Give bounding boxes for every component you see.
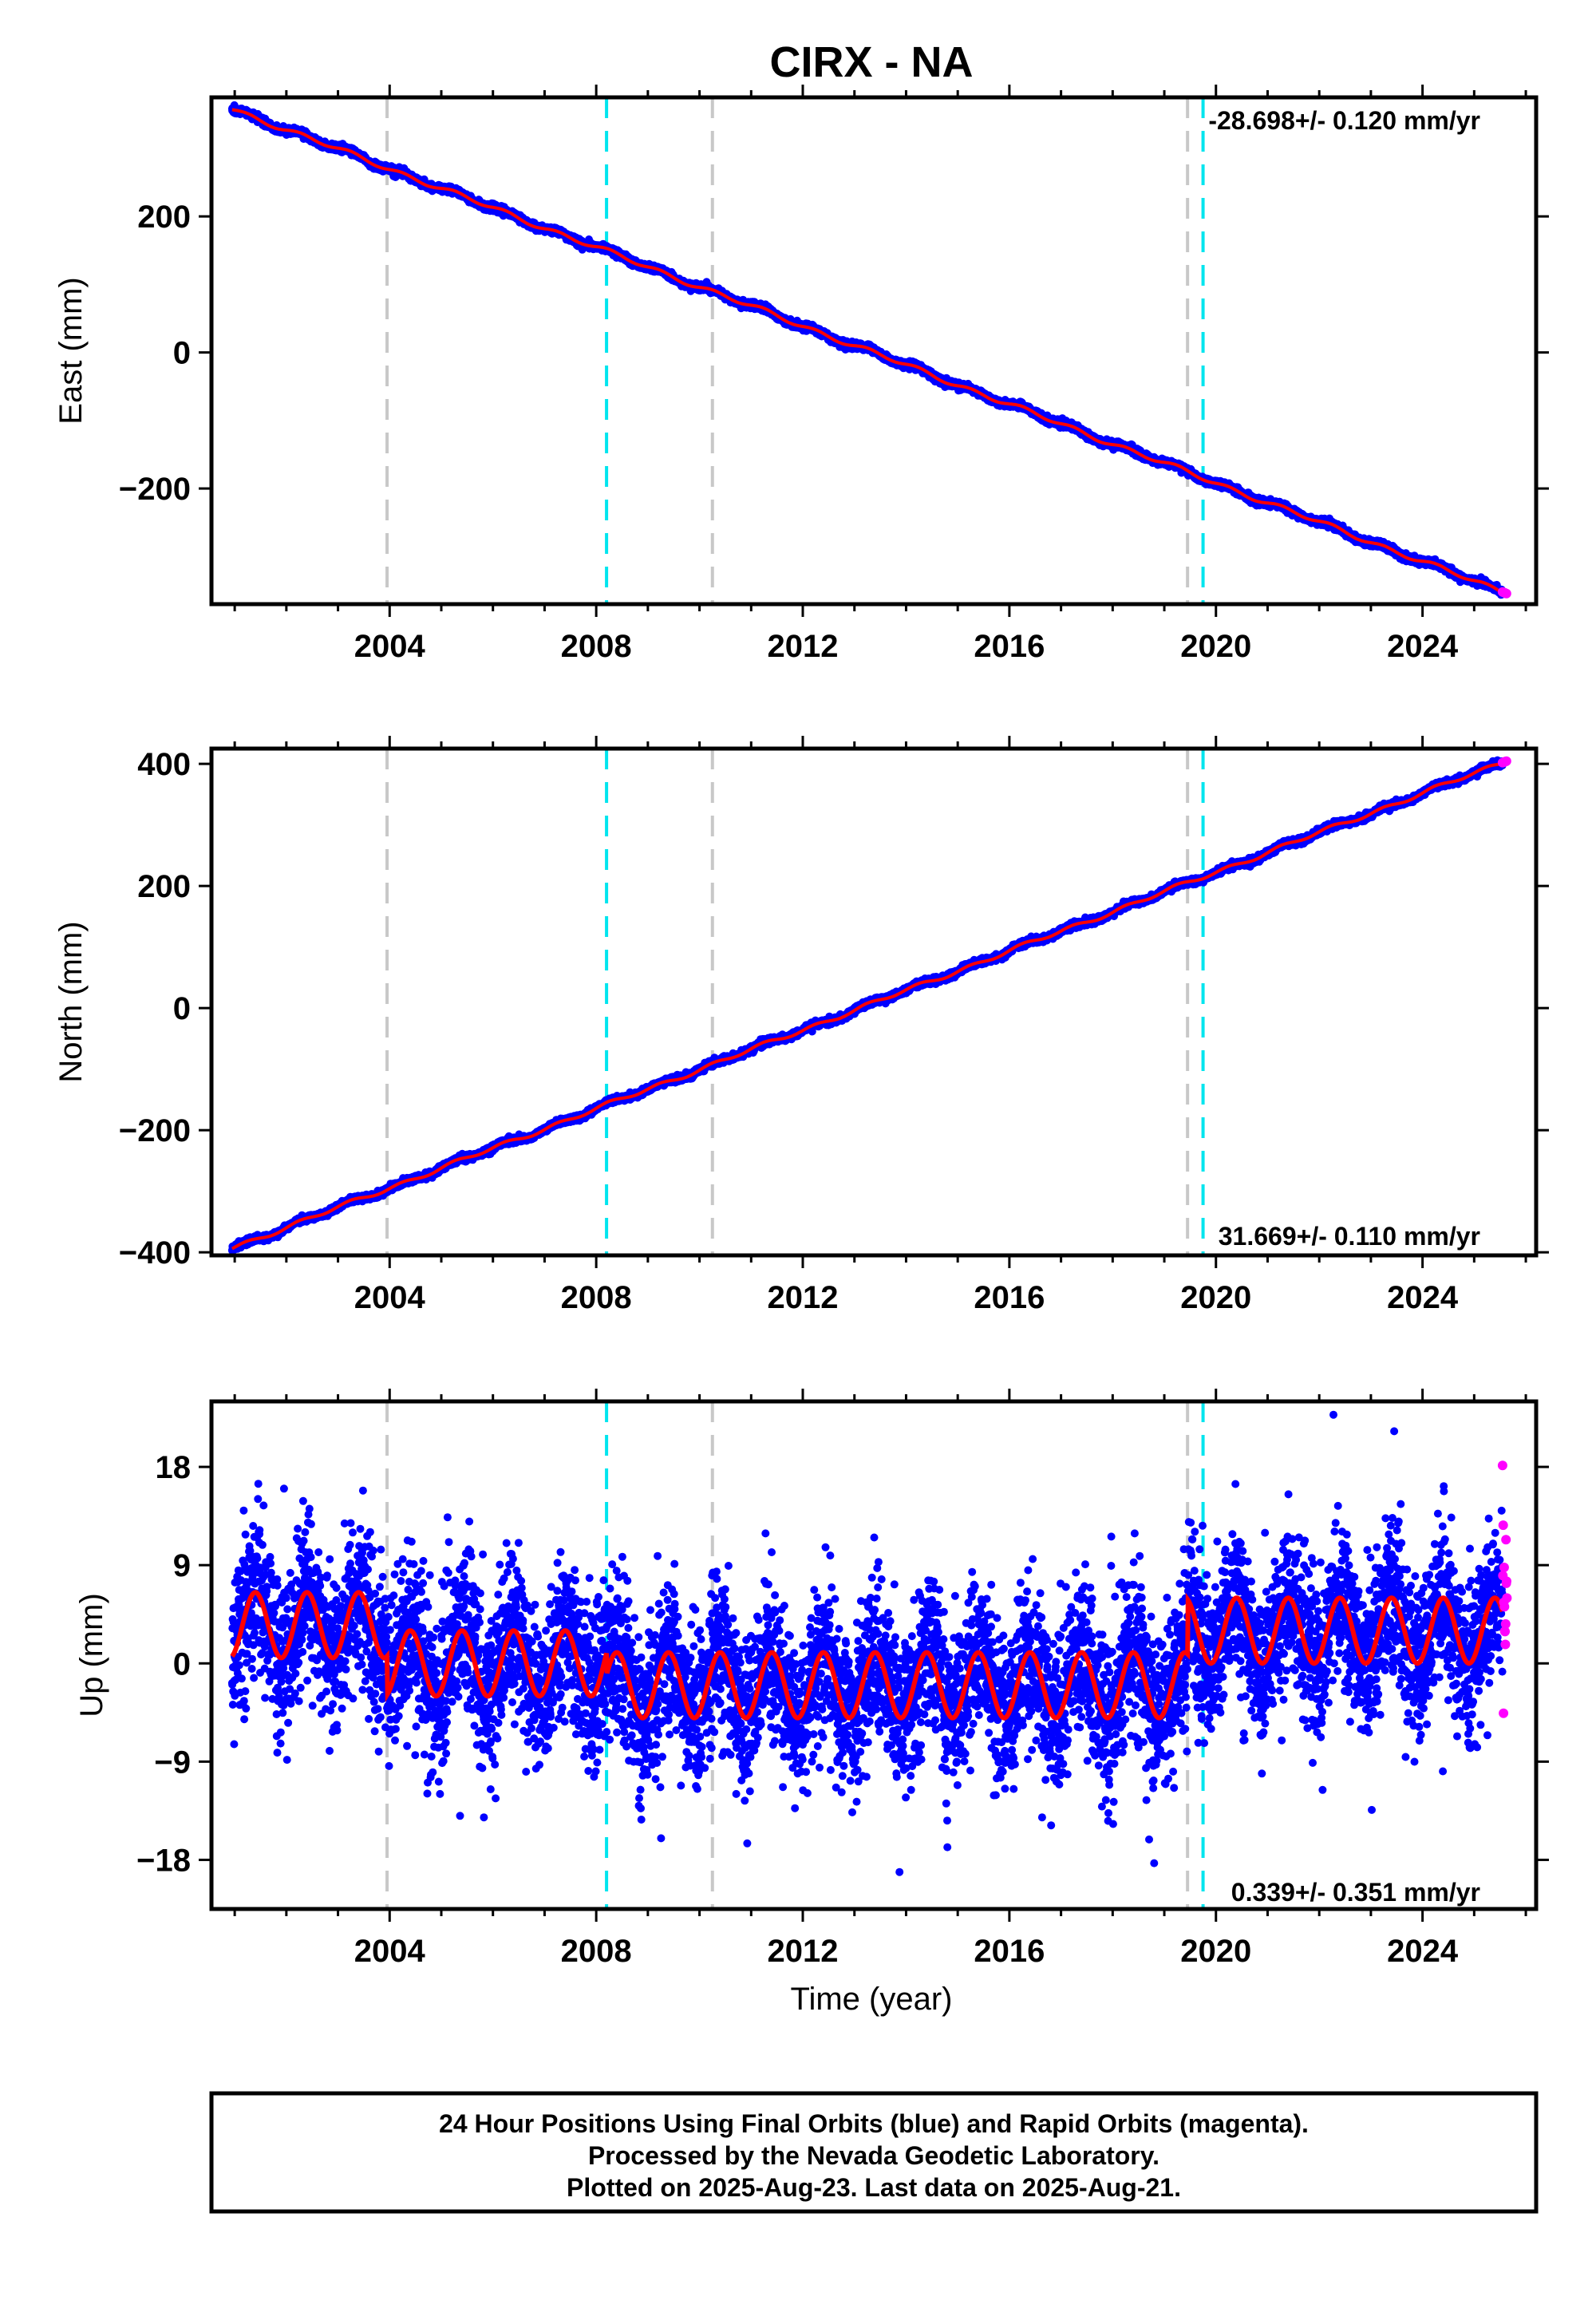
east-plot-area (227, 97, 1511, 604)
east-final-orbit-points (227, 101, 1507, 599)
east-panel: -28.698+/- 0.120 mm/yr 2004 2008 2012 2016 2… (53, 85, 1549, 664)
figure-title: CIRX - NA (770, 38, 974, 86)
